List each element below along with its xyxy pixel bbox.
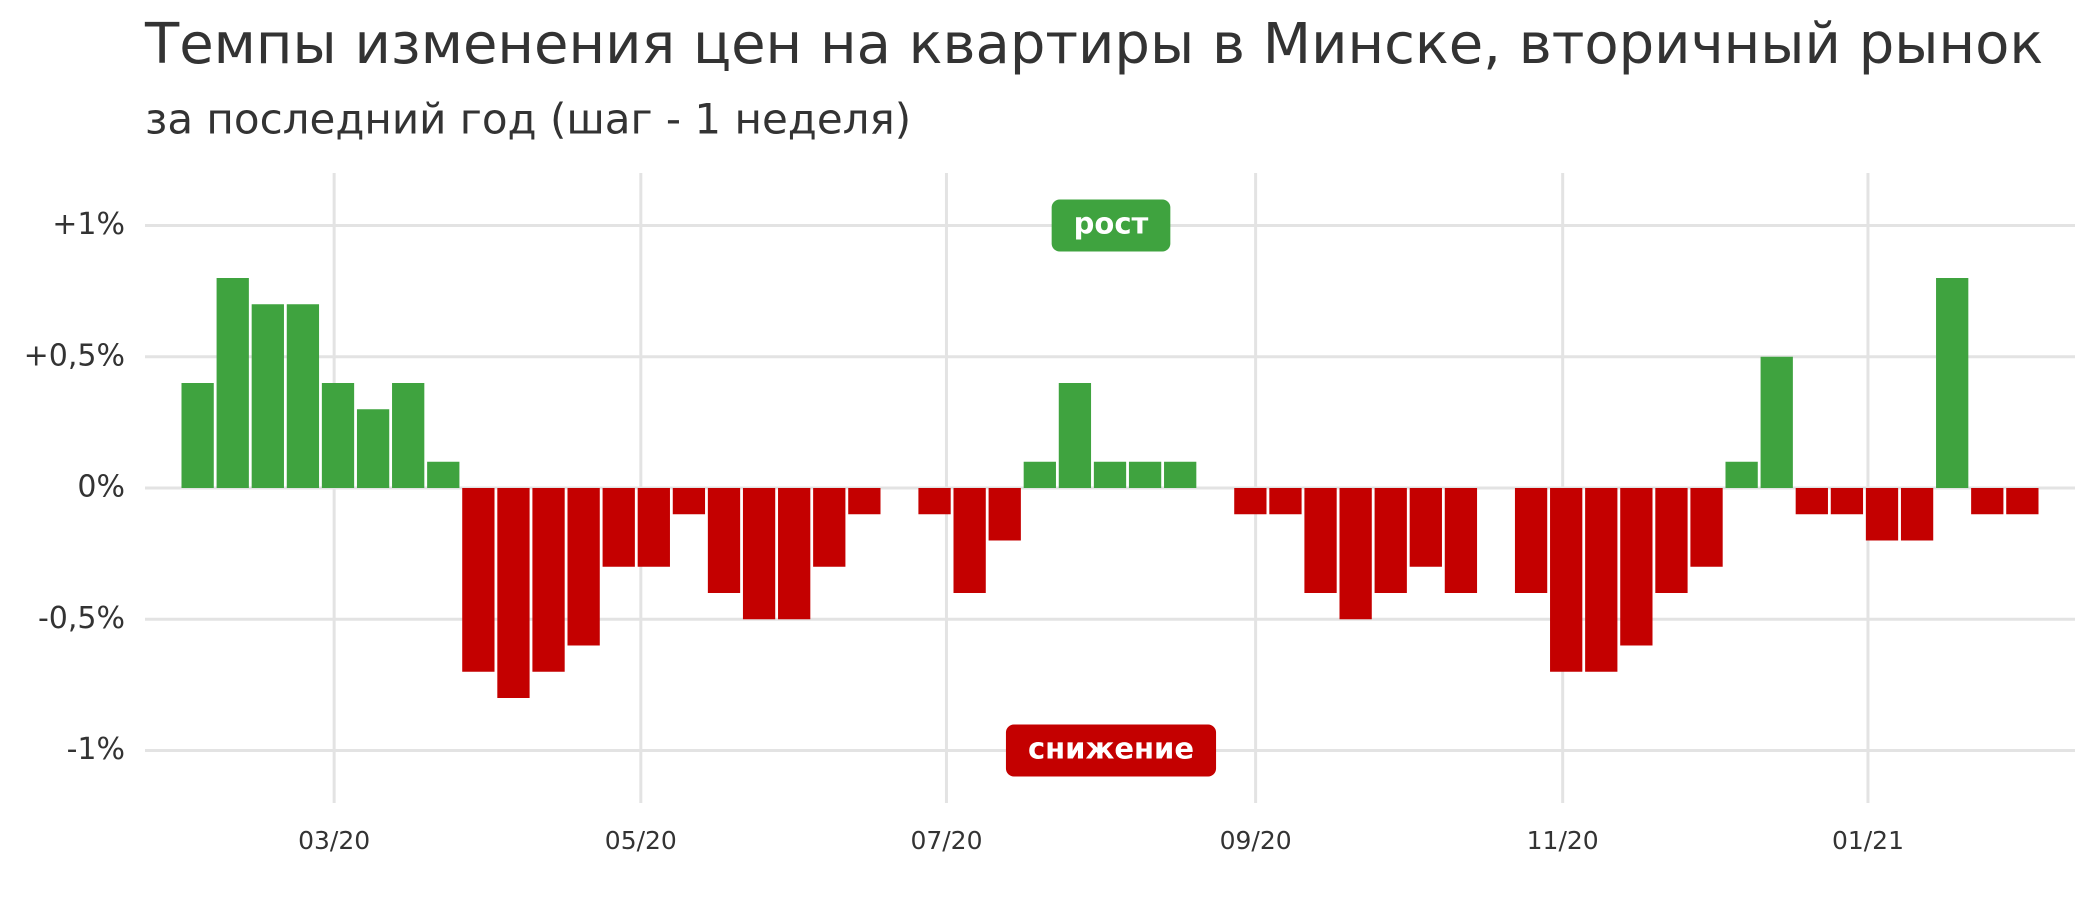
- x-tick-label: 11/20: [1527, 826, 1599, 855]
- chart-title: Темпы изменения цен на квартиры в Минске…: [144, 12, 2043, 77]
- bar: [1093, 461, 1127, 488]
- bar: [286, 304, 320, 488]
- x-tick-label: 05/20: [605, 826, 677, 855]
- bar: [988, 488, 1021, 541]
- bar: [392, 383, 425, 488]
- bar: [1830, 488, 1864, 515]
- bar: [1444, 488, 1478, 593]
- bar: [462, 488, 495, 672]
- bar: [532, 488, 565, 672]
- bar: [251, 304, 284, 488]
- bar: [1795, 488, 1828, 515]
- bar: [672, 488, 706, 515]
- bar: [567, 488, 600, 646]
- bar: [1620, 488, 1653, 646]
- bar: [602, 488, 635, 567]
- bar: [1234, 488, 1267, 515]
- annotation: снижение: [1028, 732, 1194, 766]
- bar: [1269, 488, 1302, 515]
- y-tick-label: +1%: [52, 207, 125, 242]
- bar: [778, 488, 811, 620]
- bar: [742, 488, 776, 620]
- chart-subtitle: за последний год (шаг - 1 неделя): [145, 95, 911, 144]
- bar: [1374, 488, 1407, 593]
- x-tick-label: 03/20: [298, 826, 370, 855]
- bar: [1550, 488, 1583, 672]
- annotation-box: [1005, 724, 1217, 777]
- x-tick-label: 09/20: [1220, 826, 1292, 855]
- annotation-box: [1051, 199, 1171, 252]
- bar: [953, 488, 986, 593]
- bar: [1760, 356, 1793, 488]
- y-tick-label: -0,5%: [38, 601, 125, 636]
- bar: [707, 488, 741, 593]
- y-tick-label: +0,5%: [24, 338, 125, 373]
- bar: [427, 461, 460, 488]
- bar: [356, 409, 390, 488]
- bar: [1690, 488, 1723, 567]
- bar: [848, 488, 881, 515]
- bar: [1023, 461, 1056, 488]
- bar: [1058, 383, 1092, 488]
- bar: [813, 488, 846, 567]
- bar: [1514, 488, 1548, 593]
- bar: [1164, 461, 1197, 488]
- bar: [181, 383, 214, 488]
- y-tick-label: -1%: [67, 732, 125, 767]
- bar: [1304, 488, 1337, 593]
- bar: [1936, 278, 1969, 488]
- bar: [321, 383, 355, 488]
- bar: [918, 488, 951, 515]
- bar: [1128, 461, 1162, 488]
- bar: [1339, 488, 1372, 620]
- bar: [216, 278, 249, 488]
- bar: [1971, 488, 2004, 515]
- y-tick-label: 0%: [77, 470, 125, 505]
- bar: [1900, 488, 1934, 541]
- bar: [1655, 488, 1688, 593]
- x-tick-label: 07/20: [910, 826, 982, 855]
- bar: [1585, 488, 1618, 672]
- bar: [497, 488, 530, 698]
- x-tick-label: 01/21: [1832, 826, 1904, 855]
- bar: [637, 488, 670, 567]
- bar: [1865, 488, 1899, 541]
- bar: [2006, 488, 2039, 515]
- bar: [1725, 461, 1758, 488]
- annotation: рост: [1074, 207, 1149, 241]
- bar: [1409, 488, 1442, 567]
